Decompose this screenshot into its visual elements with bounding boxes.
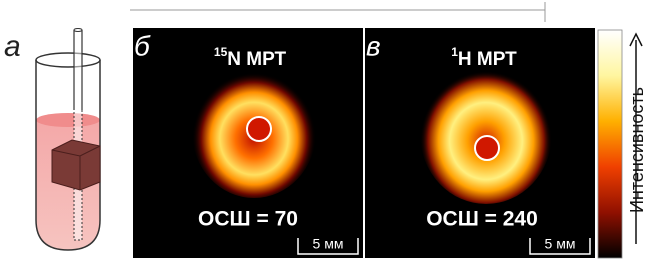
title-sup: 15 — [214, 45, 228, 59]
panel-label: в — [366, 30, 381, 61]
tube-illustration — [36, 29, 100, 251]
scale-label: 5 мм — [545, 236, 576, 252]
snr-label: ОСШ = 70 — [198, 208, 298, 231]
scale-label: 5 мм — [313, 236, 344, 252]
title-text: N МРТ — [227, 49, 286, 70]
title-text: H МРТ — [458, 49, 517, 70]
colorbar — [598, 30, 622, 258]
figure: а б 15N МРТ ОСШ = 70 5 мм в 1H МРТ ОСШ =… — [0, 0, 651, 264]
panel-title: 1H МРТ — [451, 45, 517, 70]
capillary-marker — [475, 136, 499, 160]
capillary-marker — [247, 117, 271, 141]
panel-label: а — [4, 30, 21, 63]
snr-label: ОСШ = 240 — [426, 208, 538, 231]
signal-blob — [420, 64, 552, 204]
panel-label: б — [134, 30, 151, 61]
colorbar-label: Интенсивность — [627, 87, 647, 213]
